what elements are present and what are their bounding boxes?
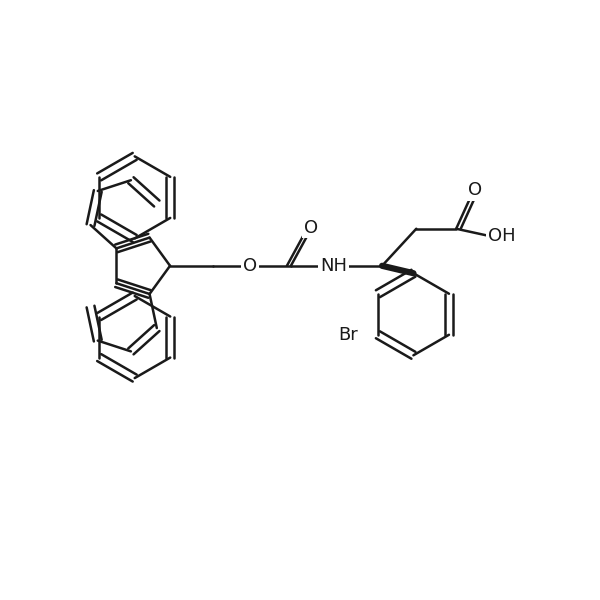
Text: OH: OH [488, 227, 515, 245]
Text: O: O [304, 218, 318, 236]
Text: O: O [468, 181, 482, 199]
Text: O: O [243, 257, 257, 275]
Text: Br: Br [338, 326, 358, 344]
Text: NH: NH [320, 257, 347, 275]
